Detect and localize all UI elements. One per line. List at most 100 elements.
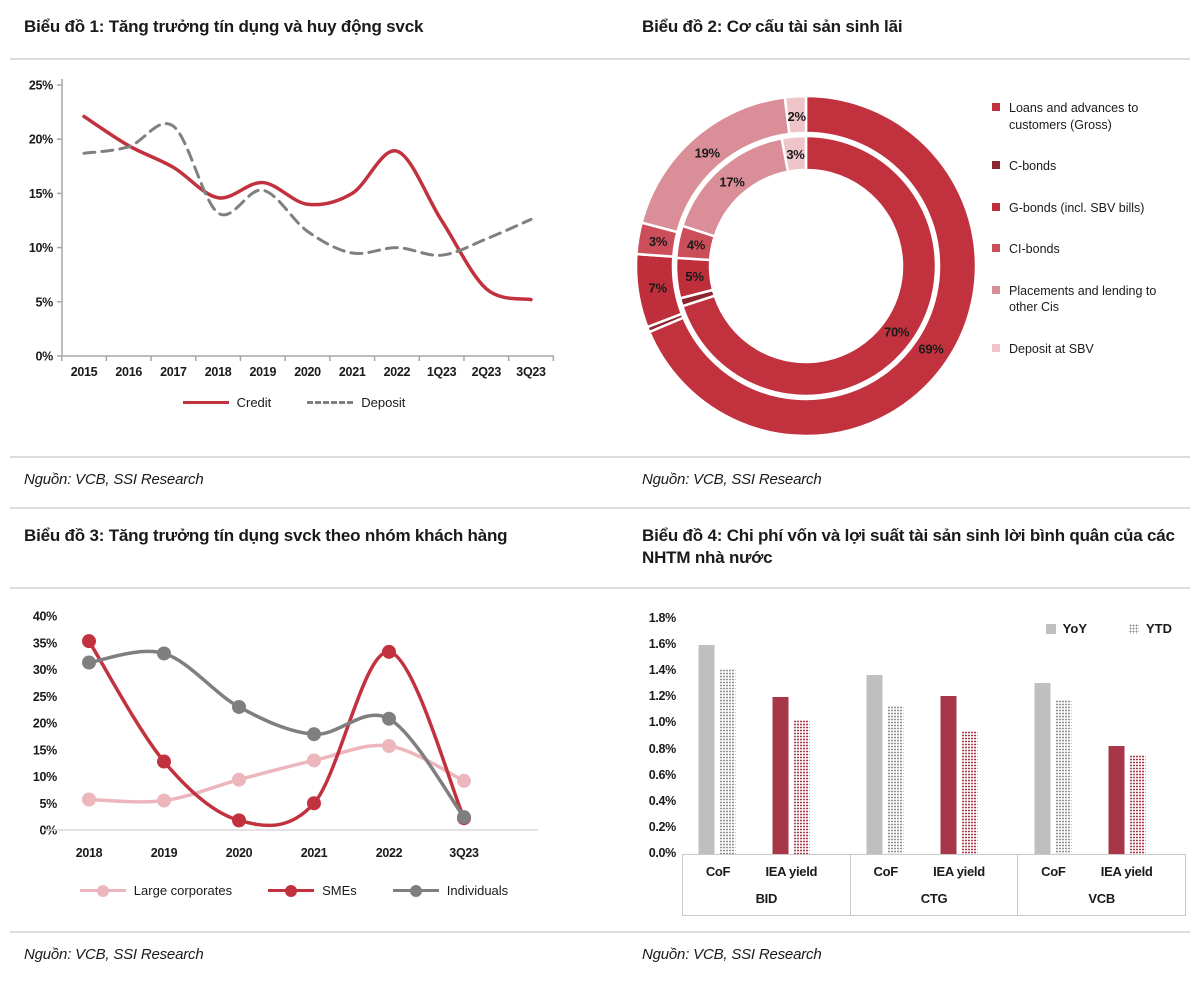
- tick-label: 2022: [384, 365, 411, 379]
- legend-item-loans: Loans and advances to customers (Gross): [992, 100, 1182, 133]
- bar-pair-cof: [1034, 682, 1072, 854]
- bar-group-BID: [682, 619, 850, 854]
- data-point: [457, 773, 471, 788]
- y-tick-label: 1.4%: [648, 663, 677, 678]
- tick-label: 1Q23: [427, 365, 457, 379]
- panel3-title-cell: Biểu đồ 3: Tăng trưởng tín dụng svck the…: [10, 509, 572, 587]
- panel3-title: Biểu đồ 3: Tăng trưởng tín dụng svck the…: [24, 526, 508, 545]
- series-line-deposit: [82, 122, 533, 257]
- tick-label: 20%: [33, 717, 57, 731]
- tick-label: 2016: [115, 365, 142, 379]
- tick-label: 3Q23: [449, 846, 479, 860]
- panel1-source-cell: Nguồn: VCB, SSI Research: [10, 458, 572, 507]
- source-note: Nguồn: VCB, SSI Research: [24, 946, 204, 963]
- tick-label: 35%: [33, 636, 57, 650]
- data-point: [307, 796, 321, 811]
- tick-label: 3Q23: [516, 365, 546, 379]
- chart4-legend: YoY YTD: [1045, 621, 1172, 636]
- tick-label: 40%: [33, 610, 57, 624]
- cof-iea-bar-chart: 0.0% 0.2% 0.4% 0.6% 0.8% 1.0% 1.2% 1.4% 1.6% 1.8%…: [634, 589, 1190, 931]
- bar-ytd: [1055, 699, 1072, 854]
- tick-label: 0%: [36, 350, 54, 364]
- bar-ytd: [887, 706, 904, 854]
- axis-group-BID: CoF IEA yield BID: [683, 855, 850, 915]
- bar-pair-cof: [698, 645, 736, 854]
- y-tick-label: 1.2%: [648, 689, 677, 704]
- subgroup-label: CoF: [1041, 864, 1066, 879]
- bar-pair-iea-yield: [772, 697, 810, 854]
- panel2-title: Biểu đồ 2: Cơ cấu tài sản sinh lãi: [642, 17, 903, 36]
- bar-group-CTG: [850, 619, 1018, 854]
- subgroup-label: CoF: [873, 864, 898, 879]
- legend-item-c-bonds: C-bonds: [992, 158, 1182, 175]
- tick-label: 2022: [376, 846, 403, 860]
- y-tick-label: 0.4%: [648, 793, 677, 808]
- panel2-chart-area: 69% 7% 3% 19% 2% 70% 5% 4% 17% 3% Loans and advan…: [628, 60, 1190, 456]
- divider: [10, 587, 1190, 589]
- donut-slice-deposit: [780, 134, 808, 174]
- legend-swatch: [182, 401, 229, 404]
- source-note: Nguồn: VCB, SSI Research: [642, 471, 822, 488]
- tick-label: 15%: [29, 187, 53, 201]
- chart1-legend: Credit Deposit: [16, 395, 572, 410]
- tick-label: 19%: [695, 146, 721, 161]
- tick-label: 2019: [151, 846, 178, 860]
- tick-label: 2%: [788, 109, 807, 124]
- tick-label: 7%: [649, 281, 668, 296]
- data-point: [82, 634, 96, 649]
- group-label: VCB: [1088, 891, 1115, 906]
- tick-label: 2021: [301, 846, 328, 860]
- group-label: BID: [755, 891, 778, 906]
- credit-deposit-line-chart: 0% 5% 10% 15% 20% 25% 2015 2016 2017 2018 2019 2020…: [16, 60, 572, 391]
- group-label: CTG: [920, 891, 948, 906]
- subgroup-label: IEA yield: [765, 864, 818, 879]
- series-line-credit: [82, 114, 533, 302]
- legend-marker: [285, 885, 298, 897]
- y-tick-label: 0.8%: [648, 741, 677, 756]
- bar-group-VCB: [1018, 619, 1186, 854]
- tick-label: 2020: [226, 846, 253, 860]
- bar-axis-table: CoF IEA yield BID CoF IEA yield CTG CoF IEA yie…: [682, 854, 1186, 916]
- panel1-title: Biểu đồ 1: Tăng trưởng tín dụng và huy đ…: [24, 17, 424, 36]
- legend-item-large-corporates: Large corporates: [79, 883, 232, 898]
- bar-pair-iea-yield: [940, 696, 978, 854]
- data-point: [82, 792, 96, 807]
- data-point: [457, 810, 471, 825]
- subgroup-label: CoF: [705, 864, 731, 879]
- data-point: [382, 739, 396, 754]
- legend-label: G-bonds (incl. SBV bills): [1009, 200, 1145, 215]
- bar-pair-iea-yield: [1108, 745, 1146, 854]
- chart3-svg: 0%5%10%15%20%25%30%35%40%2018 2019 2020 202…: [33, 610, 538, 860]
- bar-yoy: [1108, 745, 1125, 854]
- legend-swatch: [992, 285, 1000, 294]
- data-point: [307, 753, 321, 768]
- tick-label: 3%: [786, 147, 805, 162]
- panel3-source-cell: Nguồn: VCB, SSI Research: [10, 933, 572, 988]
- legend-item-deposit: Deposit at SBV: [992, 341, 1182, 358]
- customer-group-line-chart: 0% 5% 10% 15% 20% 25% 30% 35% 40% 2018 2019 2020 202…: [16, 589, 572, 879]
- legend-label: C-bonds: [1009, 159, 1057, 173]
- y-tick-label: 0.6%: [648, 767, 677, 782]
- tick-label: 10%: [33, 770, 57, 784]
- tick-label: 2015: [71, 365, 98, 379]
- data-point: [382, 711, 396, 726]
- tick-label: 10%: [29, 241, 53, 255]
- panel4-chart-area: 0.0% 0.2% 0.4% 0.6% 0.8% 1.0% 1.2% 1.4% 1.6% 1.8%…: [628, 589, 1190, 931]
- tick-label: 5%: [40, 797, 58, 811]
- legend-swatch: [1129, 623, 1139, 634]
- legend-label: Credit: [236, 395, 272, 410]
- tick-label: 30%: [33, 663, 57, 677]
- data-point: [382, 644, 396, 659]
- bar-ytd: [793, 719, 810, 854]
- legend-item-g-bonds: G-bonds (incl. SBV bills): [992, 200, 1182, 217]
- legend-swatch: [992, 343, 1000, 352]
- legend-marker: [409, 885, 422, 897]
- subgroup-label: IEA yield: [933, 864, 985, 879]
- panel4-title: Biểu đồ 4: Chi phí vốn và lợi suất tài s…: [642, 526, 1175, 568]
- panel4-source-cell: Nguồn: VCB, SSI Research: [628, 933, 1190, 988]
- panel2-source-cell: Nguồn: VCB, SSI Research: [628, 458, 1190, 507]
- data-point: [157, 646, 171, 661]
- legend-item-ci-bonds: CI-bonds: [992, 241, 1182, 258]
- tick-label: 5%: [685, 269, 704, 284]
